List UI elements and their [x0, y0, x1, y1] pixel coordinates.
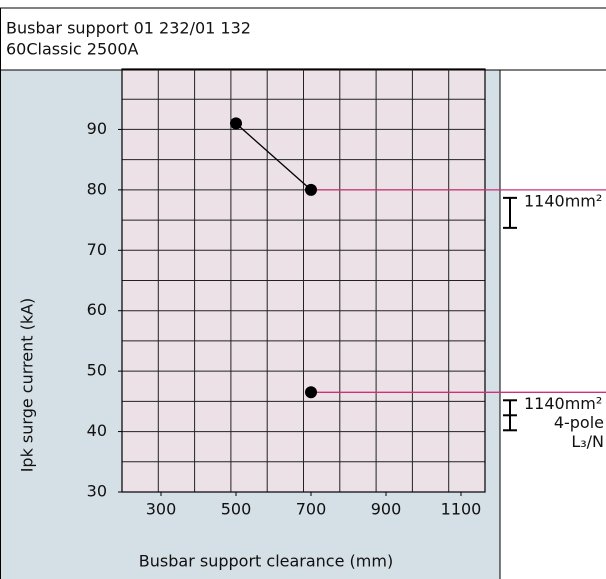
point: [230, 117, 242, 130]
series-line: [235, 122, 312, 191]
y-tick-label: 40: [87, 421, 107, 440]
y-tick-label: 90: [87, 119, 107, 138]
annotation: 1140mm²: [524, 394, 602, 413]
point: [305, 183, 317, 196]
y-axis-label: Ipk surge current (kA): [18, 298, 37, 473]
chart-subtitle: 60Classic 2500A: [6, 40, 139, 59]
x-tick-label: 1100: [441, 500, 482, 519]
y-tick-label: 70: [87, 240, 107, 259]
annotation: L₃/N: [571, 432, 604, 451]
y-tick-label: 80: [87, 179, 107, 198]
plot-frame: [121, 68, 486, 493]
annotation: 1140mm²: [524, 191, 602, 210]
y-tick-label: 60: [87, 300, 107, 319]
point: [305, 386, 317, 399]
x-tick-label: 700: [296, 500, 327, 519]
x-tick-label: 900: [371, 500, 402, 519]
chart-title: Busbar support 01 232/01 132: [6, 19, 251, 38]
x-axis-label: Busbar support clearance (mm): [139, 552, 393, 571]
y-tick-label: 30: [87, 482, 107, 501]
x-tick-label: 500: [221, 500, 252, 519]
y-tick-label: 50: [87, 361, 107, 380]
x-tick-label: 300: [146, 500, 177, 519]
annotation: 4-pole: [554, 413, 604, 432]
